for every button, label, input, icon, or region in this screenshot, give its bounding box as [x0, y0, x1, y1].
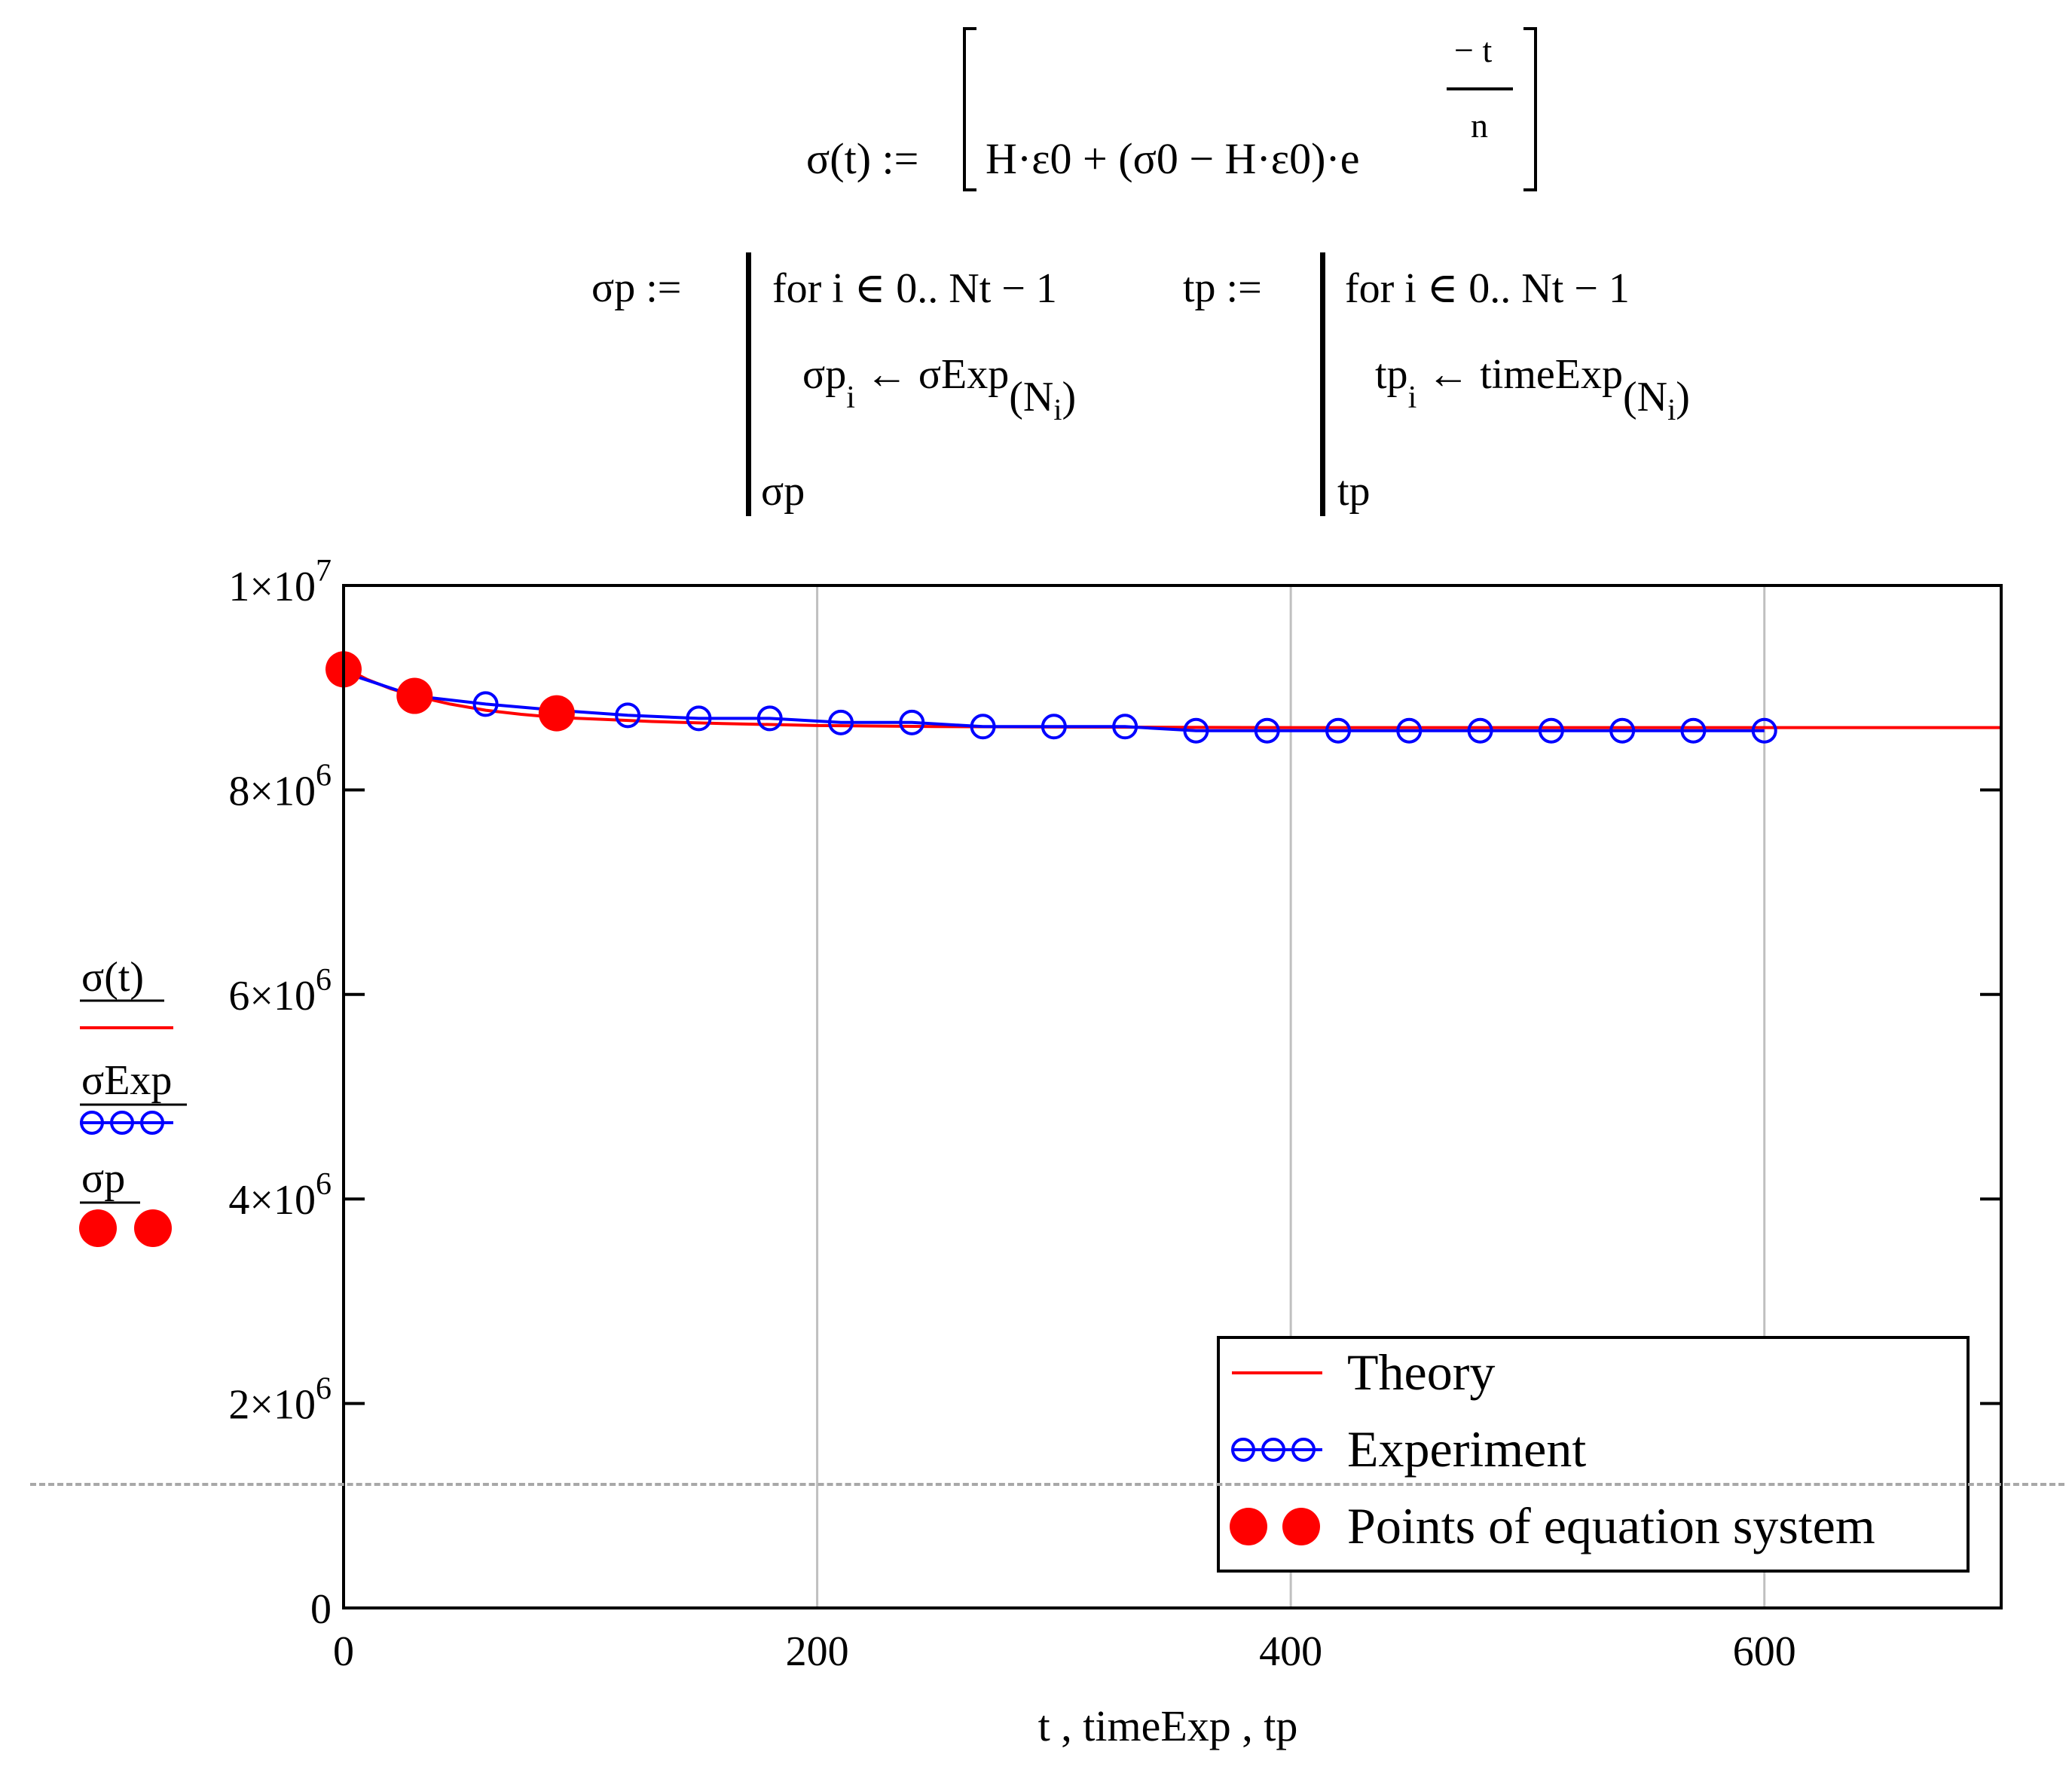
- sp-line-assign: σpi ← σExp(Ni): [802, 350, 1076, 426]
- series-layer: [325, 651, 2001, 744]
- tp-assign-arg-sub: i: [1667, 393, 1676, 426]
- experiment-marker: [1609, 717, 1636, 744]
- trace-label-experiment: σExp: [81, 1057, 172, 1104]
- formula-left-bracket: [963, 27, 976, 191]
- tp-program-bar: [1320, 252, 1325, 516]
- experiment-marker: [615, 702, 641, 729]
- legend: Theory Experiment Points of equation syste…: [1217, 1336, 1970, 1573]
- experiment-marker: [472, 691, 499, 717]
- trace-swatch-experiment-marker: [80, 1111, 104, 1135]
- legend-points-swatch-marker: [1230, 1508, 1267, 1545]
- sp-line-return: σp: [761, 468, 805, 515]
- tp-line-for: for i ∈ 0.. Nt − 1: [1345, 265, 1630, 312]
- trace-swatch-experiment-marker: [110, 1111, 134, 1135]
- experiment-marker: [1041, 714, 1067, 740]
- tp-assign-arg: (Ni): [1622, 374, 1690, 426]
- y-tick-label: 8×106: [228, 758, 332, 815]
- experiment-marker: [1254, 717, 1280, 744]
- y-tick-label: 4×106: [228, 1167, 332, 1224]
- legend-box: [1217, 1336, 1970, 1573]
- tick-layer: 0 200 400 600 0 2×106 4×106 6×106 8×106 1×107: [228, 554, 2001, 1675]
- tp-assign-arg-name: N: [1637, 374, 1668, 420]
- experiment-marker: [899, 709, 925, 735]
- legend-experiment-swatch-marker: [1291, 1438, 1316, 1462]
- equation-point-marker: [538, 695, 575, 732]
- sigma-formula: σ(t) := H·ε0 + (σ0 − H·ε0)·e − t n: [806, 27, 1537, 191]
- x-tick-label: 400: [1259, 1628, 1322, 1675]
- experiment-marker: [970, 714, 996, 740]
- experiment-marker: [756, 705, 783, 732]
- sp-assign-sub: i: [846, 381, 855, 415]
- experiment-marker: [686, 705, 712, 732]
- experiment-marker: [1396, 717, 1423, 744]
- y-tick-label: 1×107: [228, 554, 332, 610]
- y-tick-label: 0: [310, 1586, 332, 1633]
- legend-label: Points of equation system: [1347, 1497, 1875, 1554]
- plot-frame: [342, 584, 2003, 1609]
- sp-program-name: σp :=: [591, 264, 682, 311]
- x-tick-label: 600: [1733, 1628, 1796, 1675]
- legend-label: Theory: [1347, 1343, 1495, 1401]
- x-tick-label: 0: [333, 1628, 354, 1675]
- x-axis-label: t , timeExp , tp: [1038, 1701, 1298, 1750]
- trace-swatch-experiment-marker: [140, 1111, 164, 1135]
- tp-assign-lhs: tp: [1375, 351, 1408, 398]
- sp-program-bar: [746, 252, 751, 516]
- sp-assign-arg-name: N: [1022, 374, 1054, 420]
- formula-lhs: σ(t) :=: [806, 134, 918, 183]
- legend-points-swatch-marker: [1282, 1508, 1320, 1545]
- formula-exp-denominator: n: [1471, 106, 1488, 145]
- experiment-line: [343, 671, 1765, 732]
- experiment-marker: [1751, 717, 1777, 744]
- trace-label-points: σp: [81, 1155, 125, 1202]
- experiment-marker: [828, 709, 854, 735]
- legend-experiment-swatch-marker: [1261, 1438, 1285, 1462]
- tp-line-return: tp: [1337, 468, 1371, 515]
- trace-label-theory: σ(t): [81, 954, 144, 1001]
- tp-line-assign: tpi ← timeExp(Ni): [1375, 350, 1690, 426]
- dashed-divider: [30, 1483, 2064, 1486]
- sp-line-for: for i ∈ 0.. Nt − 1: [772, 265, 1057, 312]
- theory-line: [343, 665, 2001, 729]
- experiment-marker: [1467, 717, 1493, 744]
- trace-swatch-points-marker: [79, 1209, 117, 1247]
- sp-assign-lhs: σp: [802, 351, 847, 398]
- experiment-marker: [1680, 717, 1707, 744]
- tp-assign-sub: i: [1407, 381, 1417, 415]
- legend-label: Experiment: [1347, 1420, 1586, 1478]
- formula-right-bracket: [1523, 27, 1537, 191]
- trace-swatch-points-marker: [134, 1209, 172, 1247]
- equation-point-marker: [396, 677, 433, 714]
- tp-program-name: tp :=: [1183, 264, 1262, 311]
- experiment-marker: [1183, 717, 1209, 744]
- experiment-marker: [1325, 717, 1351, 744]
- sp-assign-arg: (Ni): [1009, 374, 1077, 426]
- x-tick-label: 200: [786, 1628, 849, 1675]
- y-tick-label: 6×106: [228, 963, 332, 1019]
- legend-experiment-swatch-marker: [1231, 1438, 1255, 1462]
- y-axis-legend: σ(t) σExp σp: [79, 954, 187, 1247]
- tp-assign-mid: ← timeExp: [1416, 351, 1623, 398]
- y-tick-label: 2×106: [228, 1372, 332, 1429]
- formula-exp-numerator: − t: [1454, 31, 1492, 69]
- experiment-marker: [1538, 717, 1564, 744]
- sp-assign-arg-sub: i: [1053, 393, 1062, 426]
- formula-term: H·ε0 + (σ0 − H·ε0)·e: [986, 134, 1359, 183]
- experiment-marker: [1112, 714, 1138, 740]
- sp-assign-mid: ← σExp: [854, 351, 1010, 398]
